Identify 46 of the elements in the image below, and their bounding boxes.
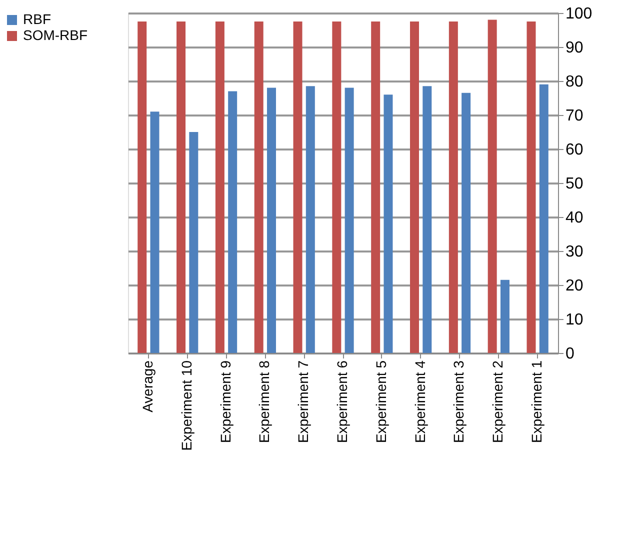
bar <box>306 86 315 353</box>
bar <box>228 91 238 353</box>
bar <box>332 22 342 353</box>
x-tick-label: Experiment 1 <box>528 360 545 443</box>
x-tick-label: Experiment 7 <box>295 360 312 443</box>
bar <box>371 22 380 353</box>
bar <box>422 86 432 353</box>
x-tick-label: Experiment 10 <box>178 360 194 451</box>
bar <box>410 22 420 353</box>
y-tick-label: 80 <box>566 74 584 90</box>
bar <box>526 22 536 353</box>
bar <box>448 22 458 353</box>
bar <box>176 22 186 353</box>
x-tick-label: Experiment 3 <box>450 360 467 443</box>
bar <box>500 280 510 353</box>
y-tick-label: 30 <box>566 244 584 260</box>
y-tick-label: 70 <box>566 108 584 124</box>
y-tick-label: 10 <box>566 312 584 328</box>
bar <box>293 22 302 353</box>
y-tick-label: 100 <box>566 6 592 22</box>
x-tick-label: Average <box>139 360 156 412</box>
bar <box>266 88 276 353</box>
y-tick-label: 60 <box>566 142 584 158</box>
bar <box>344 88 354 353</box>
bar <box>384 94 393 353</box>
legend-label: RBF <box>23 11 51 27</box>
bar <box>138 22 147 353</box>
y-tick-label: 0 <box>566 346 574 362</box>
x-tick-label: Experiment 2 <box>490 360 506 443</box>
bar <box>462 92 471 353</box>
x-tick-label: Experiment 6 <box>334 360 350 443</box>
bar <box>150 112 160 353</box>
legend-label: SOM-RBF <box>23 27 88 43</box>
bar <box>254 22 264 353</box>
bar <box>189 132 198 353</box>
y-tick-label: 40 <box>566 210 584 226</box>
y-tick-label: 20 <box>566 278 584 294</box>
x-tick-label: Experiment 8 <box>256 360 272 443</box>
x-tick-label: Experiment 5 <box>372 360 389 443</box>
bar <box>488 20 497 353</box>
bar <box>215 22 224 353</box>
x-tick-label: Experiment 4 <box>412 360 428 443</box>
bar <box>539 84 548 353</box>
y-tick-label: 50 <box>566 176 584 192</box>
y-tick-label: 90 <box>566 40 584 56</box>
x-tick-label: Experiment 9 <box>217 360 234 443</box>
